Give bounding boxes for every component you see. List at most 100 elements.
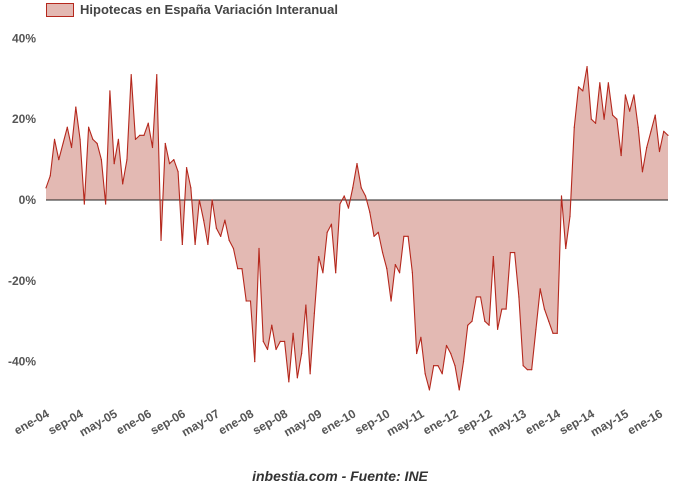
data-point (266, 348, 269, 351)
data-point (582, 90, 584, 92)
data-point (501, 308, 503, 310)
data-point (484, 320, 486, 322)
data-point (360, 187, 362, 189)
data-point (624, 94, 627, 96)
data-point (535, 328, 537, 330)
data-point (543, 308, 546, 310)
data-point (479, 296, 482, 298)
data-point (514, 251, 516, 254)
data-point (424, 373, 426, 375)
data-point (573, 126, 575, 128)
data-point (241, 268, 243, 270)
x-tick-label: ene-14 (523, 406, 563, 437)
y-tick-label: -20% (8, 274, 36, 288)
data-point (505, 308, 507, 310)
data-point (492, 255, 494, 258)
data-point (62, 142, 64, 145)
x-tick-label: may-07 (179, 406, 222, 439)
data-point (45, 187, 47, 189)
data-point (475, 296, 477, 298)
data-point (509, 251, 511, 254)
data-point (292, 332, 294, 334)
x-tick-label: may-13 (486, 406, 529, 439)
data-point (650, 130, 652, 132)
data-point (53, 138, 56, 140)
data-point (207, 243, 209, 246)
data-point (109, 90, 111, 92)
data-point (565, 247, 567, 250)
area-fill (46, 66, 668, 390)
data-point (92, 138, 94, 140)
data-point (612, 114, 614, 116)
data-point (390, 300, 392, 302)
data-point (190, 187, 192, 189)
x-tick-label: ene-12 (421, 406, 461, 437)
data-point (343, 195, 345, 197)
data-point (556, 332, 558, 334)
y-tick-label: 0% (19, 193, 37, 207)
data-point (526, 369, 529, 371)
series-line (45, 66, 669, 391)
data-point (381, 251, 384, 254)
data-point (262, 340, 264, 342)
x-tick-label: ene-06 (114, 406, 154, 437)
data-point (70, 146, 73, 149)
data-point (177, 171, 179, 173)
data-point (305, 304, 307, 306)
data-point (663, 130, 665, 132)
data-point (83, 203, 85, 205)
data-point (599, 82, 601, 84)
data-point (445, 344, 448, 347)
data-point (279, 340, 281, 342)
data-point (194, 243, 196, 246)
data-point (330, 223, 333, 225)
data-point (416, 352, 418, 355)
data-point (471, 320, 473, 322)
legend: Hipotecas en España Variación Interanual (46, 2, 338, 17)
data-point (96, 142, 98, 145)
data-point (450, 352, 452, 355)
data-point (322, 272, 324, 274)
data-point (641, 171, 644, 173)
data-point (518, 296, 520, 298)
data-point (139, 134, 141, 136)
data-point (420, 336, 422, 338)
data-point (654, 114, 656, 116)
data-points (45, 66, 669, 391)
data-point (49, 175, 51, 177)
data-point (168, 163, 171, 165)
data-point (160, 239, 162, 241)
data-point (667, 134, 669, 136)
legend-swatch (46, 2, 74, 17)
data-point (539, 288, 541, 290)
data-point (441, 373, 443, 375)
data-point (296, 377, 298, 379)
data-point (232, 247, 235, 250)
data-point (403, 235, 405, 237)
data-point (594, 122, 597, 124)
data-point (122, 183, 124, 185)
x-tick-label: may-05 (77, 406, 120, 439)
data-point (147, 122, 149, 124)
x-axis-ticks: ene-04sep-04may-05ene-06sep-06may-07ene-… (12, 406, 666, 439)
data-point (220, 235, 222, 237)
data-point (283, 340, 286, 342)
data-point (373, 235, 375, 237)
data-point (616, 118, 618, 120)
data-point (181, 243, 183, 246)
data-point (394, 264, 396, 266)
data-point (75, 106, 77, 108)
data-point (552, 332, 554, 334)
data-point (318, 255, 320, 258)
data-point (590, 118, 592, 120)
data-point (407, 235, 409, 237)
data-point (339, 203, 341, 205)
data-point (637, 126, 639, 128)
data-point (411, 272, 413, 274)
data-point (134, 138, 137, 140)
data-point (458, 389, 460, 391)
data-point (275, 348, 277, 351)
data-point (369, 211, 371, 213)
data-point (271, 324, 273, 326)
